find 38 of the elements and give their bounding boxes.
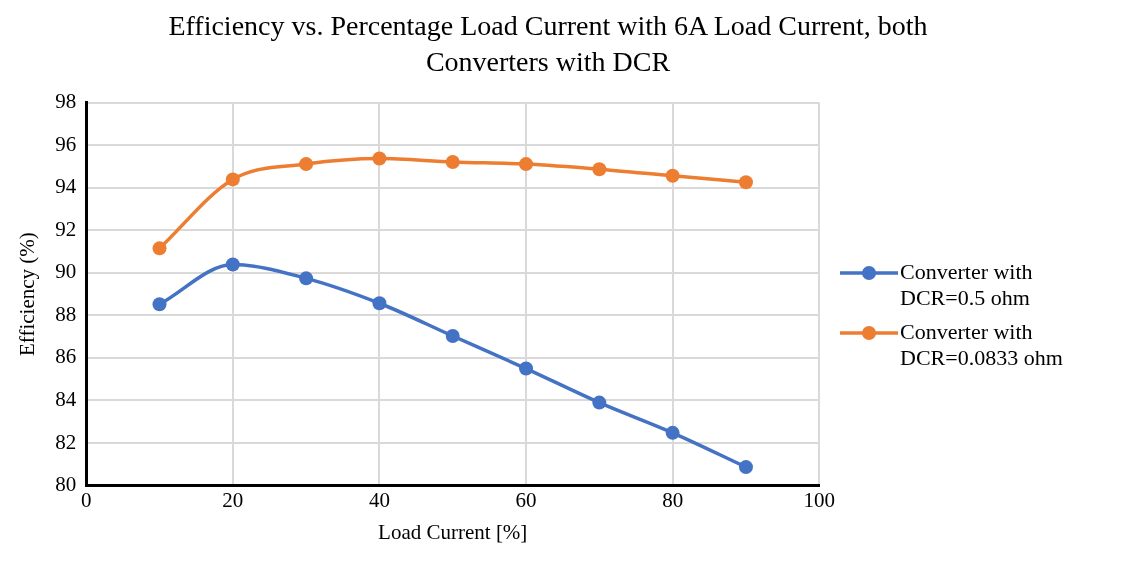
point <box>372 296 387 311</box>
point <box>738 175 753 190</box>
point <box>665 168 680 183</box>
point <box>372 151 387 166</box>
y-tick-label: 94 <box>55 174 77 199</box>
point <box>592 162 607 177</box>
x-tick-label: 20 <box>222 487 244 512</box>
point <box>519 157 534 172</box>
point <box>152 241 167 256</box>
y-tick-label: 96 <box>55 131 77 156</box>
point <box>152 297 167 312</box>
y-tick-label: 92 <box>55 216 77 241</box>
y-tick-label: 98 <box>55 89 77 114</box>
point <box>225 257 240 272</box>
point <box>299 271 314 286</box>
y-tick-label: 84 <box>55 387 77 411</box>
point <box>445 329 460 344</box>
point <box>592 395 607 410</box>
chart-title: Efficiency vs. Percentage Load Current with 6A Load Current, both Converters with DCR <box>167 9 929 79</box>
x-tick-label: 100 <box>803 487 835 512</box>
x-tick-label: 60 <box>515 487 537 512</box>
legend-label: Converter with DCR=0.0833 ohm <box>900 319 1064 371</box>
x-tick-label: 40 <box>368 487 390 512</box>
y-tick-label: 90 <box>55 259 77 284</box>
legend-label: Converter with DCR=0.5 ohm <box>900 259 1034 311</box>
y-axis-title: Efficiency (%) <box>15 232 40 356</box>
x-tick-label: 0 <box>80 487 92 512</box>
x-tick-label: 80 <box>662 487 684 512</box>
x-axis-title: Load Current [%] <box>378 519 528 544</box>
y-tick-label: 88 <box>55 301 77 326</box>
point <box>225 172 240 187</box>
point <box>519 361 534 376</box>
y-tick-label: 82 <box>55 429 77 454</box>
point <box>665 425 680 440</box>
y-tick-label: 86 <box>55 344 77 369</box>
point <box>738 460 753 475</box>
point <box>445 154 460 169</box>
point <box>299 157 314 172</box>
